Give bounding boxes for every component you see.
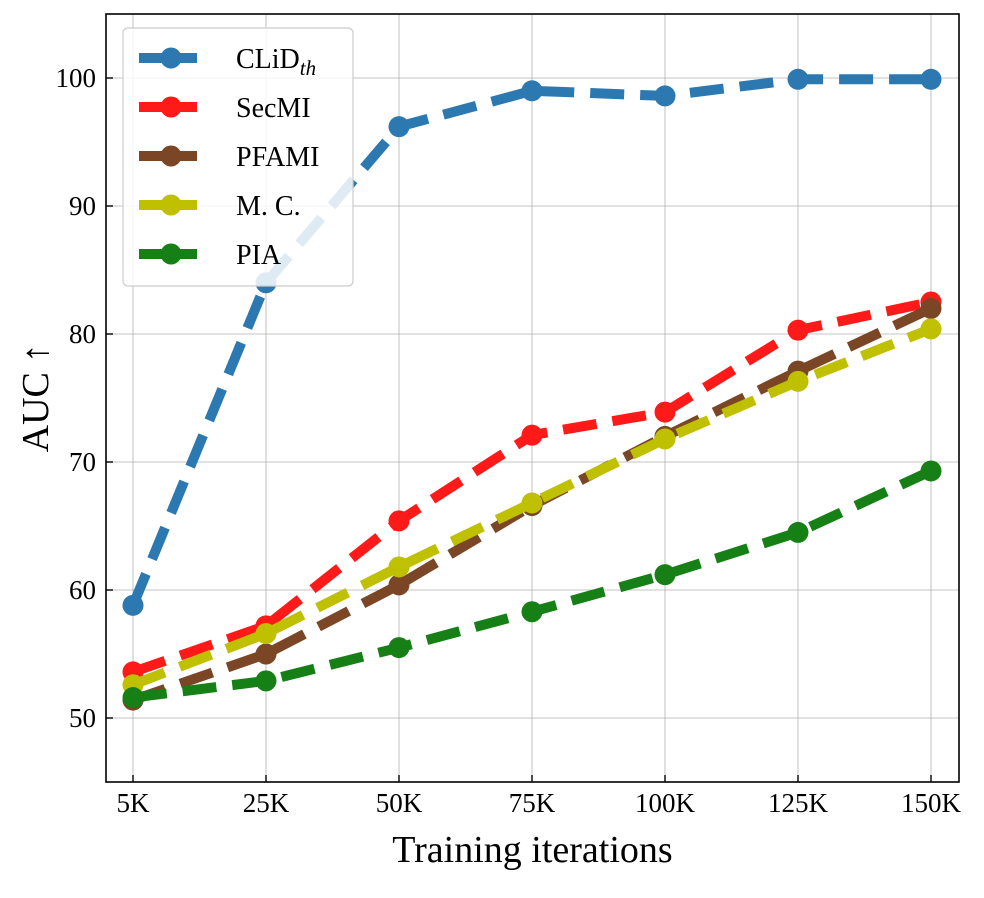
- y-tick-label: 100: [56, 63, 97, 93]
- legend-label: PFAMI: [236, 142, 320, 173]
- y-axis-title: AUC ↑: [15, 344, 57, 453]
- series-layer: [122, 68, 942, 711]
- x-tick-label: 100K: [635, 788, 696, 818]
- data-point-clid: [521, 80, 543, 102]
- data-point-secmi: [787, 319, 809, 341]
- x-tick-label: 50K: [376, 788, 423, 818]
- y-tick-label: 90: [69, 191, 96, 221]
- legend-label: M. C.: [236, 191, 301, 222]
- legend-label: SecMI: [236, 93, 311, 124]
- legend-label-subscript: th: [300, 56, 316, 80]
- data-point-clid: [920, 68, 942, 90]
- data-point-m-c: [920, 318, 942, 340]
- data-point-pia: [521, 601, 543, 623]
- data-point-m-c: [787, 370, 809, 392]
- data-point-pfami: [255, 643, 277, 665]
- y-tick-label: 60: [69, 575, 96, 605]
- x-tick-label: 75K: [509, 788, 556, 818]
- x-axis-title: Training iterations: [392, 829, 672, 871]
- legend-box: [122, 27, 354, 287]
- data-point-pia: [255, 670, 277, 692]
- y-tick-label: 50: [69, 703, 96, 733]
- data-point-m-c: [388, 556, 410, 578]
- data-point-secmi: [521, 424, 543, 446]
- x-tick-label: 125K: [768, 788, 829, 818]
- data-point-pia: [787, 521, 809, 543]
- data-point-pia: [654, 564, 676, 586]
- data-point-pia: [388, 637, 410, 659]
- data-point-pia: [920, 460, 942, 482]
- data-point-clid: [388, 116, 410, 138]
- data-point-clid: [122, 594, 144, 616]
- data-point-pia: [122, 687, 144, 709]
- legend-marker: [160, 47, 182, 69]
- legend-marker: [160, 145, 182, 167]
- data-point-m-c: [654, 428, 676, 450]
- x-tick-label: 150K: [901, 788, 962, 818]
- data-point-m-c: [521, 492, 543, 514]
- data-point-m-c: [255, 623, 277, 645]
- data-point-pfami: [388, 574, 410, 596]
- x-tick-label: 5K: [117, 788, 151, 818]
- x-tick-label: 25K: [243, 788, 290, 818]
- data-point-pfami: [920, 297, 942, 319]
- axis-ticks: 5K 25K 50K 75K 100K 125K 150K 50 60 70 80 90 100: [56, 63, 962, 818]
- y-tick-label: 70: [69, 447, 96, 477]
- data-point-clid: [787, 68, 809, 90]
- legend-marker: [160, 96, 182, 118]
- data-point-secmi: [654, 401, 676, 423]
- legend-label: PIA: [236, 240, 282, 271]
- y-tick-label: 80: [69, 319, 96, 349]
- data-point-clid: [654, 85, 676, 107]
- legend-marker: [160, 194, 182, 216]
- legend-marker: [160, 243, 182, 265]
- data-point-secmi: [388, 510, 410, 532]
